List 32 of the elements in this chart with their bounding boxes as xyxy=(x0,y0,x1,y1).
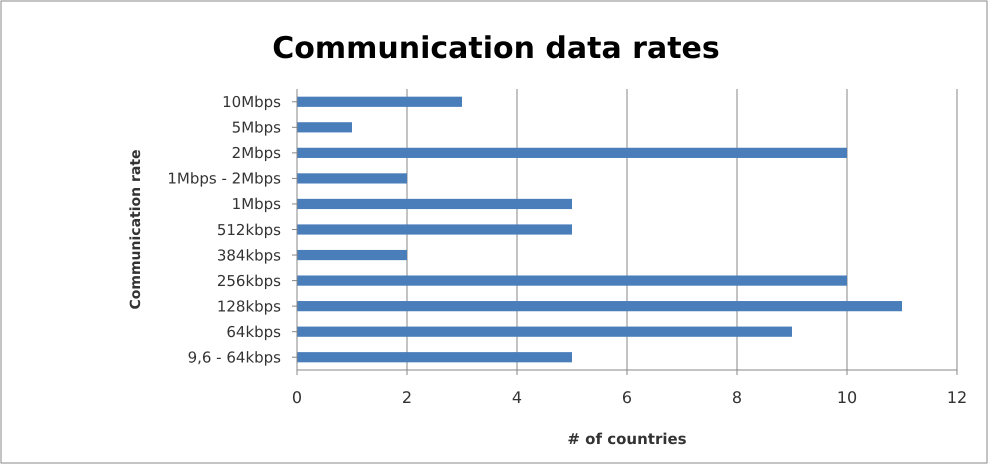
x-tick-label: 0 xyxy=(292,388,302,407)
y-tick-label: 512kbps xyxy=(216,220,282,239)
x-axis-title: # of countries xyxy=(567,430,687,448)
chart-title: Communication data rates xyxy=(272,31,720,66)
y-tick-label: 5Mbps xyxy=(232,118,282,137)
bar xyxy=(297,198,572,210)
y-tick-label: 384kbps xyxy=(216,246,282,264)
y-tick-label: 256kbps xyxy=(216,272,282,290)
x-tick-label: 2 xyxy=(402,388,412,407)
bar xyxy=(297,224,572,235)
x-tick-label: 6 xyxy=(622,388,632,407)
y-tick-label: 64kbps xyxy=(226,322,282,341)
x-tick-label: 12 xyxy=(946,388,968,407)
bar xyxy=(297,122,352,132)
bar xyxy=(297,250,407,260)
x-tick-label: 10 xyxy=(836,388,858,407)
x-tick-label: 8 xyxy=(732,388,742,407)
y-tick-label: 10Mbps xyxy=(222,93,282,112)
y-tick-label: 1Mbps xyxy=(232,195,282,214)
bar xyxy=(297,173,407,184)
bar xyxy=(297,148,847,158)
bar xyxy=(297,275,847,286)
y-tick-label: 2Mbps xyxy=(232,144,282,162)
x-tick-label: 4 xyxy=(512,388,522,407)
y-axis-title: Communication rate xyxy=(128,149,144,310)
y-tick-label: 9,6 - 64kbps xyxy=(188,348,282,366)
bar xyxy=(297,326,792,337)
bar xyxy=(297,96,462,107)
bar xyxy=(297,301,902,312)
y-tick-label: 1Mbps - 2Mbps xyxy=(167,170,282,188)
bar xyxy=(297,352,572,362)
y-tick-label: 128kbps xyxy=(216,297,282,316)
